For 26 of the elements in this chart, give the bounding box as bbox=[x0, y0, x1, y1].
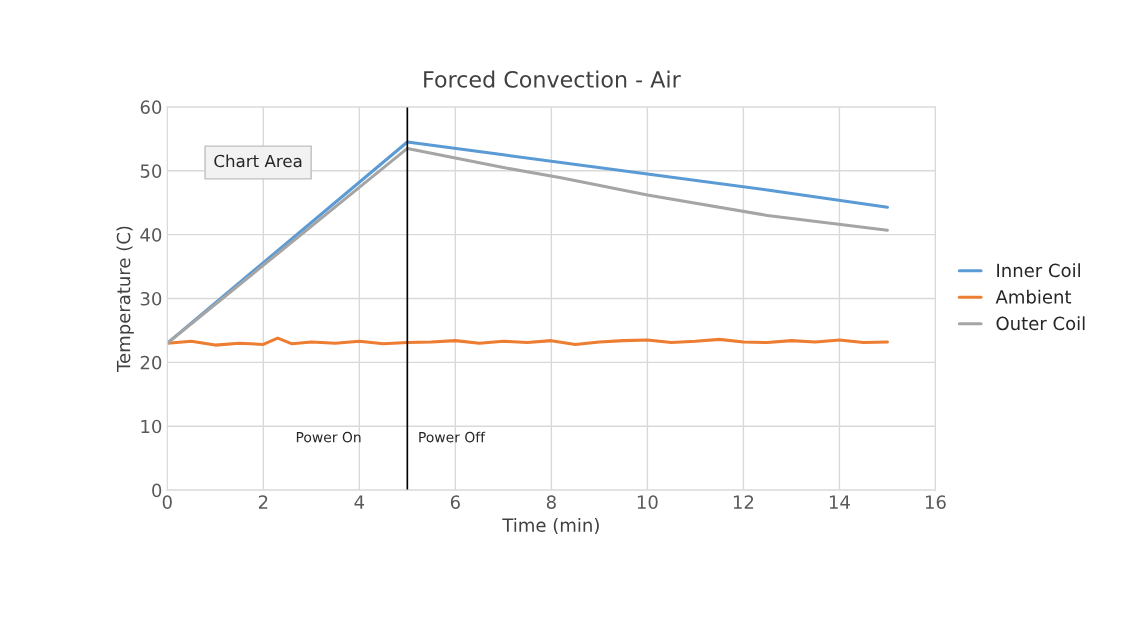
x-tick-label: 0 bbox=[162, 495, 172, 509]
y-tick-label: 40 bbox=[140, 228, 162, 242]
chart-title: Forced Convection - Air bbox=[424, 70, 681, 88]
y-tick-label: 30 bbox=[140, 291, 162, 306]
legend-label: Outer Coil bbox=[996, 316, 1085, 331]
y-tick-label: 50 bbox=[140, 164, 162, 178]
x-tick-label: 14 bbox=[829, 495, 850, 509]
annotation: Power Off bbox=[419, 431, 486, 443]
x-tick-label: 8 bbox=[546, 495, 556, 509]
annotation: Chart Area bbox=[214, 154, 302, 168]
legend-label: Inner Coil bbox=[997, 263, 1080, 278]
x-tick-label: 16 bbox=[925, 495, 946, 509]
y-tick-label: 20 bbox=[140, 355, 162, 370]
x-tick-label: 12 bbox=[733, 495, 754, 509]
x-tick-label: 6 bbox=[450, 495, 460, 509]
y-tick-label: 60 bbox=[140, 100, 162, 115]
annotation: Power On bbox=[296, 431, 361, 443]
x-tick-label: 4 bbox=[354, 495, 365, 509]
line-series bbox=[167, 336, 889, 347]
y-tick-label: 0 bbox=[152, 483, 162, 498]
x-axis-title: Time (min) bbox=[502, 517, 599, 535]
y-tick-label: 10 bbox=[141, 419, 162, 434]
y-axis-title: Temperature (C) bbox=[116, 226, 134, 372]
legend-label: Ambient bbox=[995, 289, 1072, 304]
x-tick-label: 2 bbox=[258, 495, 268, 509]
x-tick-label: 10 bbox=[637, 495, 658, 509]
